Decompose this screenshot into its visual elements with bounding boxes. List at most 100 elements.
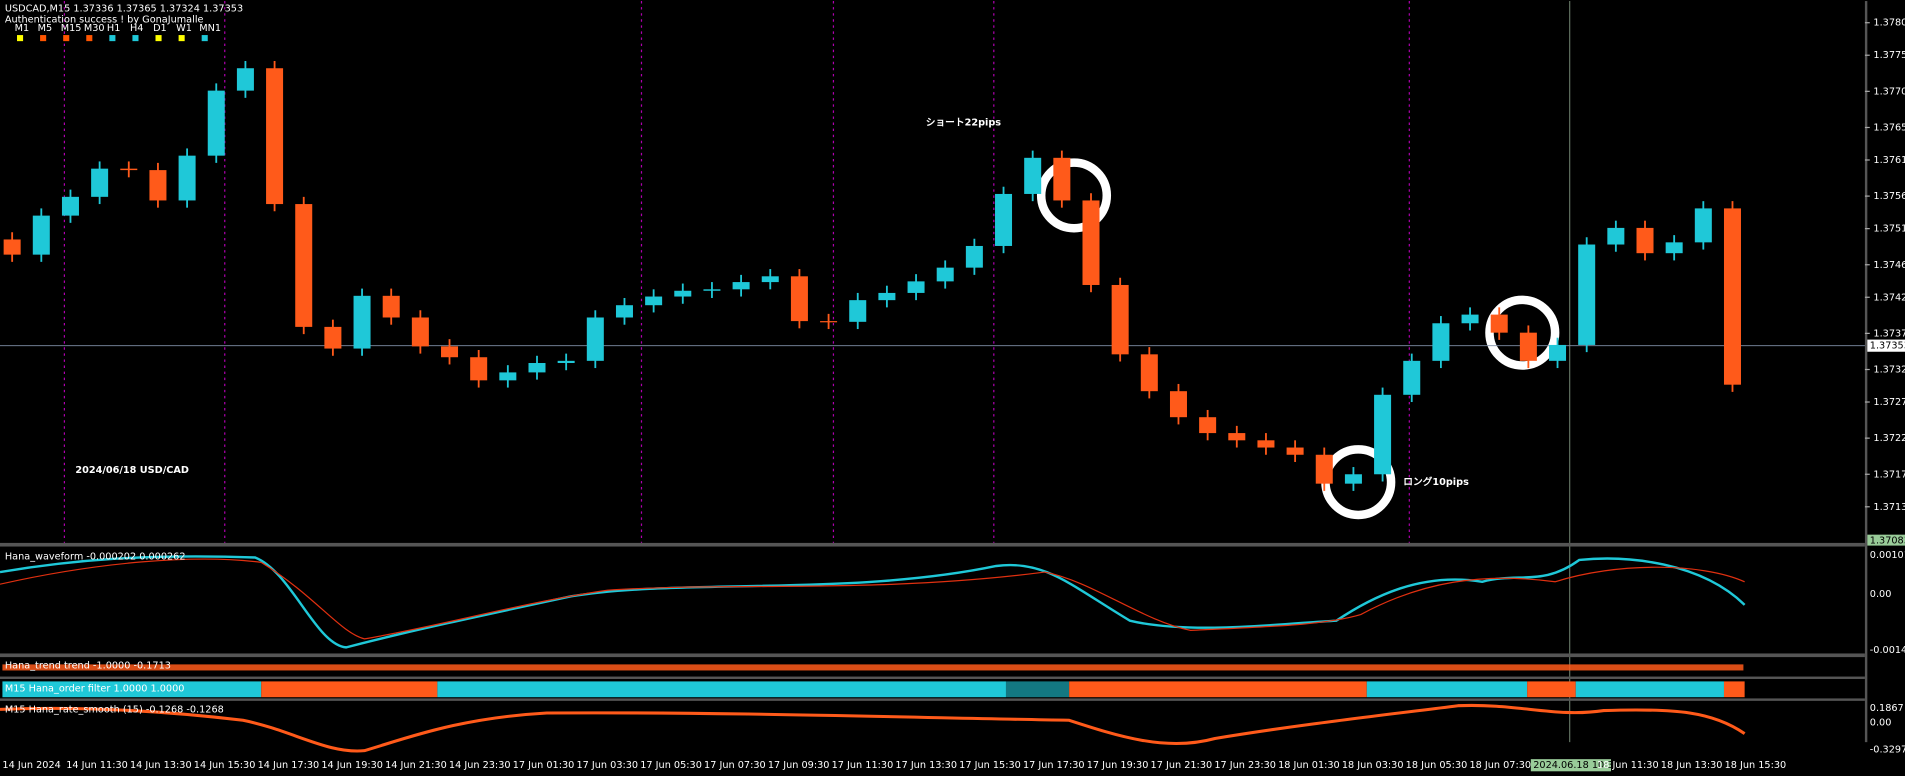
time-label: 17 Jun 15:30 xyxy=(959,760,1021,771)
candle-body xyxy=(674,290,692,297)
smooth-line xyxy=(0,703,1746,753)
candle-body xyxy=(1315,454,1333,484)
candle-body xyxy=(441,346,459,358)
candle-body xyxy=(149,170,167,201)
candle-body xyxy=(1344,474,1362,484)
candle-body xyxy=(382,295,400,318)
time-label: 17 Jun 11:30 xyxy=(832,760,894,771)
candle-body xyxy=(499,372,517,381)
candle-body xyxy=(761,276,779,283)
indicator-label: M15 Hana_rate_smooth (15) -0.1268 -0.126… xyxy=(5,704,224,715)
time-label: 18 Jun 11:30 xyxy=(1597,760,1659,771)
candle-body xyxy=(236,68,254,91)
timeframe-label: M5 xyxy=(38,23,53,34)
y-tick-label: 1.37515 xyxy=(1873,224,1905,235)
time-label: 14 Jun 11:30 xyxy=(66,760,128,771)
y-tick-label: 1.37130 xyxy=(1873,502,1905,513)
candle-body xyxy=(1461,314,1479,324)
candle-body xyxy=(936,267,954,282)
y-tick-label: 1.37560 xyxy=(1873,191,1905,202)
candle-body xyxy=(965,245,983,268)
candle-body xyxy=(1607,227,1625,245)
candle-body xyxy=(470,357,488,381)
candle-body xyxy=(615,305,633,318)
candle-body xyxy=(1374,394,1392,475)
indicator-tick: 0.00 xyxy=(1870,589,1892,600)
y-tick-label: 1.37705 xyxy=(1873,86,1905,97)
time-label: 17 Jun 13:30 xyxy=(895,760,957,771)
long-annotation: ロング10pips xyxy=(1403,475,1469,488)
time-label: 14 Jun 23:30 xyxy=(449,760,511,771)
time-highlight xyxy=(1530,759,1611,772)
time-label: 17 Jun 07:30 xyxy=(704,760,766,771)
timeframe-label: MN1 xyxy=(199,23,221,34)
candle-body xyxy=(645,296,663,306)
y-tick-label: 1.37320 xyxy=(1873,365,1905,376)
waveform-signal xyxy=(0,558,1745,640)
y-tick-label: 1.37275 xyxy=(1873,397,1905,408)
y-tick-label: 1.37755 xyxy=(1873,50,1905,61)
y-tick-label: 1.37465 xyxy=(1873,260,1905,271)
short-annotation: ショート22pips xyxy=(926,118,1002,129)
candle-body xyxy=(120,168,138,171)
y-tick-label: 1.37800 xyxy=(1873,18,1905,29)
candle-body xyxy=(32,215,50,255)
auth-text: Authentication success ! by GonaJumalle xyxy=(5,14,204,25)
time-label: 18 Jun 05:30 xyxy=(1406,760,1468,771)
candle-body xyxy=(907,281,925,293)
candle-body xyxy=(1169,391,1187,418)
candle-body xyxy=(849,300,867,322)
indicator-label: Hana_trend trend -1.0000 -0.1713 xyxy=(5,661,171,672)
timeframe-dot xyxy=(155,35,162,42)
time-label: 18 Jun 01:30 xyxy=(1278,760,1340,771)
candle-body xyxy=(820,321,838,323)
y-tick-label: 1.37655 xyxy=(1873,122,1905,133)
candle-body xyxy=(1403,360,1421,395)
time-label: 14 Jun 2024 xyxy=(2,760,60,771)
timeframe-label: M30 xyxy=(84,23,105,34)
candle-body xyxy=(1549,344,1567,361)
candle-body xyxy=(1432,323,1450,361)
time-label: 17 Jun 17:30 xyxy=(1023,760,1085,771)
candle-body xyxy=(353,295,371,349)
candle-body xyxy=(1694,208,1712,243)
candle-body xyxy=(1636,227,1654,254)
timeframe-label: H1 xyxy=(107,23,120,34)
timeframes: M1 M5 M15 M30 H1 H4 D1 W1 MN1 xyxy=(15,23,221,42)
candle-body xyxy=(324,326,342,349)
time-label: 17 Jun 09:30 xyxy=(768,760,830,771)
candle-body xyxy=(586,317,604,361)
indicator-tick: 0.001017 xyxy=(1870,550,1905,561)
candle-body xyxy=(1053,157,1071,201)
candle-body xyxy=(1082,200,1100,285)
time-label: 18 Jun 13:30 xyxy=(1661,760,1723,771)
y-tick-label: 1.37370 xyxy=(1873,328,1905,339)
session-lines xyxy=(63,1,1410,543)
candle-body xyxy=(266,68,284,205)
indicator-tick: -0.3297 xyxy=(1870,744,1905,755)
timeframe-dot xyxy=(63,35,70,42)
time-label: 14 Jun 19:30 xyxy=(321,760,383,771)
candle-body xyxy=(1140,354,1158,392)
timeframe-dot xyxy=(201,35,208,42)
candle-body xyxy=(703,289,721,291)
symbol-line: USDCAD,M15 1.37336 1.37365 1.37324 1.373… xyxy=(5,3,243,14)
candle-body xyxy=(1024,157,1042,194)
current-price-label: 1.37353 xyxy=(1870,341,1905,352)
indicator-tick: 0.00 xyxy=(1870,718,1892,729)
time-label: 17 Jun 03:30 xyxy=(576,760,638,771)
time-label: 2024.06.18 10:30 xyxy=(1533,760,1620,771)
timeframe-dot xyxy=(17,35,24,42)
timeframe-label: W1 xyxy=(176,23,192,34)
current-price-box xyxy=(1867,339,1905,352)
candle-body xyxy=(1490,314,1508,333)
candle-body xyxy=(178,155,196,201)
time-label: 18 Jun 15:30 xyxy=(1725,760,1787,771)
timeframe-label: M1 xyxy=(15,23,30,34)
time-label: 14 Jun 21:30 xyxy=(385,760,447,771)
candle-body xyxy=(732,282,750,290)
time-label: 17 Jun 23:30 xyxy=(1214,760,1276,771)
time-label: 17 Jun 05:30 xyxy=(640,760,702,771)
time-label: 17 Jun 01:30 xyxy=(513,760,575,771)
y-tick-label: 1.37175 xyxy=(1873,469,1905,480)
